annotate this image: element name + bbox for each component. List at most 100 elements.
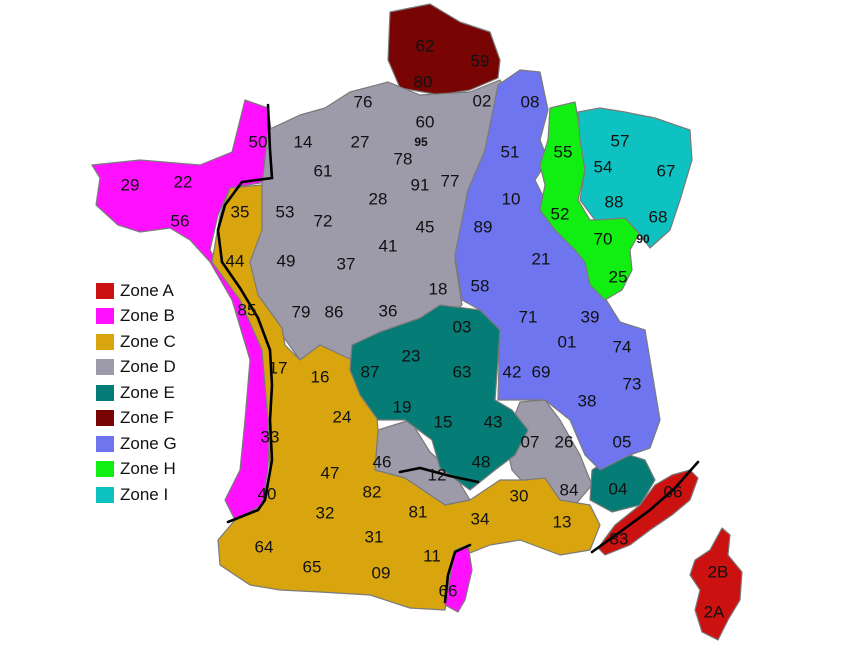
department-label: 48 (472, 452, 491, 471)
department-label: 85 (238, 300, 257, 319)
department-label: 40 (258, 484, 277, 503)
zone-i-region (577, 107, 693, 249)
department-label: 88 (605, 192, 624, 211)
boundary-line-south (443, 543, 472, 604)
department-label: 14 (294, 132, 313, 151)
legend-item: Zone D (96, 355, 177, 381)
department-label: 59 (471, 51, 490, 70)
department-label: 02 (473, 91, 492, 110)
department-label: 66 (439, 581, 458, 600)
department-label: 33 (261, 427, 280, 446)
zone-e-region (349, 304, 529, 491)
boundary-line-central (398, 466, 480, 484)
zone-a-corsica-region (689, 527, 743, 641)
department-label: 71 (519, 307, 538, 326)
department-label: 84 (560, 480, 579, 499)
department-label: 04 (609, 479, 628, 498)
department-label: 03 (453, 317, 472, 336)
legend-swatch (96, 486, 114, 503)
department-label: 16 (311, 367, 330, 386)
department-label: 89 (474, 217, 493, 236)
department-label: 12 (428, 465, 447, 484)
legend-label: Zone F (120, 408, 174, 428)
legend-label: Zone H (120, 459, 176, 479)
legend-label: Zone A (120, 280, 174, 300)
department-label: 24 (333, 407, 352, 426)
department-label: 25 (609, 267, 628, 286)
department-label: 50 (249, 132, 268, 151)
zone-f-region (387, 3, 501, 96)
department-label: 17 (269, 358, 288, 377)
boundary-line-southeast (590, 460, 700, 554)
department-label: 41 (379, 236, 398, 255)
department-label: 46 (373, 452, 392, 471)
zone-b-west-region (91, 99, 279, 521)
legend-label: Zone B (120, 306, 175, 326)
legend-item: Zone F (96, 406, 177, 432)
department-label: 45 (416, 217, 435, 236)
legend-label: Zone D (120, 357, 176, 377)
department-label: 05 (613, 432, 632, 451)
department-label: 72 (314, 211, 333, 230)
zone-h-region (539, 101, 641, 301)
department-label: 43 (484, 412, 503, 431)
department-label: 69 (532, 362, 551, 381)
legend-swatch (96, 384, 114, 401)
department-label: 29 (121, 175, 140, 194)
legend-item: Zone B (96, 304, 177, 330)
department-label: 58 (471, 276, 490, 295)
department-label: 18 (429, 279, 448, 298)
department-label: 19 (393, 397, 412, 416)
legend-item: Zone E (96, 380, 177, 406)
department-label: 2A (704, 602, 725, 621)
department-label: 95 (414, 135, 428, 149)
department-label: 42 (503, 362, 522, 381)
department-label: 52 (551, 204, 570, 223)
legend-swatch (96, 308, 114, 325)
legend-item: Zone H (96, 457, 177, 483)
department-label: 91 (411, 175, 430, 194)
department-label: 56 (171, 211, 190, 230)
department-label: 38 (578, 391, 597, 410)
department-label: 2B (708, 562, 729, 581)
department-label: 10 (502, 189, 521, 208)
legend-item: Zone C (96, 329, 177, 355)
department-label: 55 (554, 142, 573, 161)
department-label: 44 (226, 251, 245, 270)
department-label: 60 (416, 112, 435, 131)
department-label: 68 (649, 207, 668, 226)
department-label: 06 (664, 482, 683, 501)
legend-swatch (96, 461, 114, 478)
department-label: 27 (351, 132, 370, 151)
department-label: 53 (276, 202, 295, 221)
department-label: 11 (423, 546, 441, 565)
department-label: 82 (363, 482, 382, 501)
department-label: 01 (558, 332, 577, 351)
legend-label: Zone C (120, 331, 176, 351)
department-label: 28 (369, 189, 388, 208)
department-label: 13 (553, 512, 572, 531)
department-label: 76 (354, 92, 373, 111)
department-label: 47 (321, 463, 340, 482)
zone-c-region (211, 184, 601, 611)
department-label: 61 (314, 161, 333, 180)
department-label: 15 (434, 412, 453, 431)
department-label: 81 (409, 502, 428, 521)
legend-label: Zone I (120, 484, 169, 504)
department-label: 21 (532, 249, 551, 268)
department-label: 78 (394, 149, 413, 168)
department-label: 65 (303, 557, 322, 576)
department-label: 87 (361, 362, 380, 381)
department-label: 70 (594, 229, 613, 248)
department-label: 26 (555, 432, 574, 451)
legend-swatch (96, 359, 114, 376)
legend-swatch (96, 282, 114, 299)
department-label: 86 (325, 302, 344, 321)
legend-item: Zone A (96, 278, 177, 304)
department-label: 32 (316, 503, 335, 522)
department-label: 80 (414, 72, 433, 91)
legend-swatch (96, 410, 114, 427)
department-label: 83 (610, 529, 629, 548)
department-label: 30 (510, 486, 529, 505)
